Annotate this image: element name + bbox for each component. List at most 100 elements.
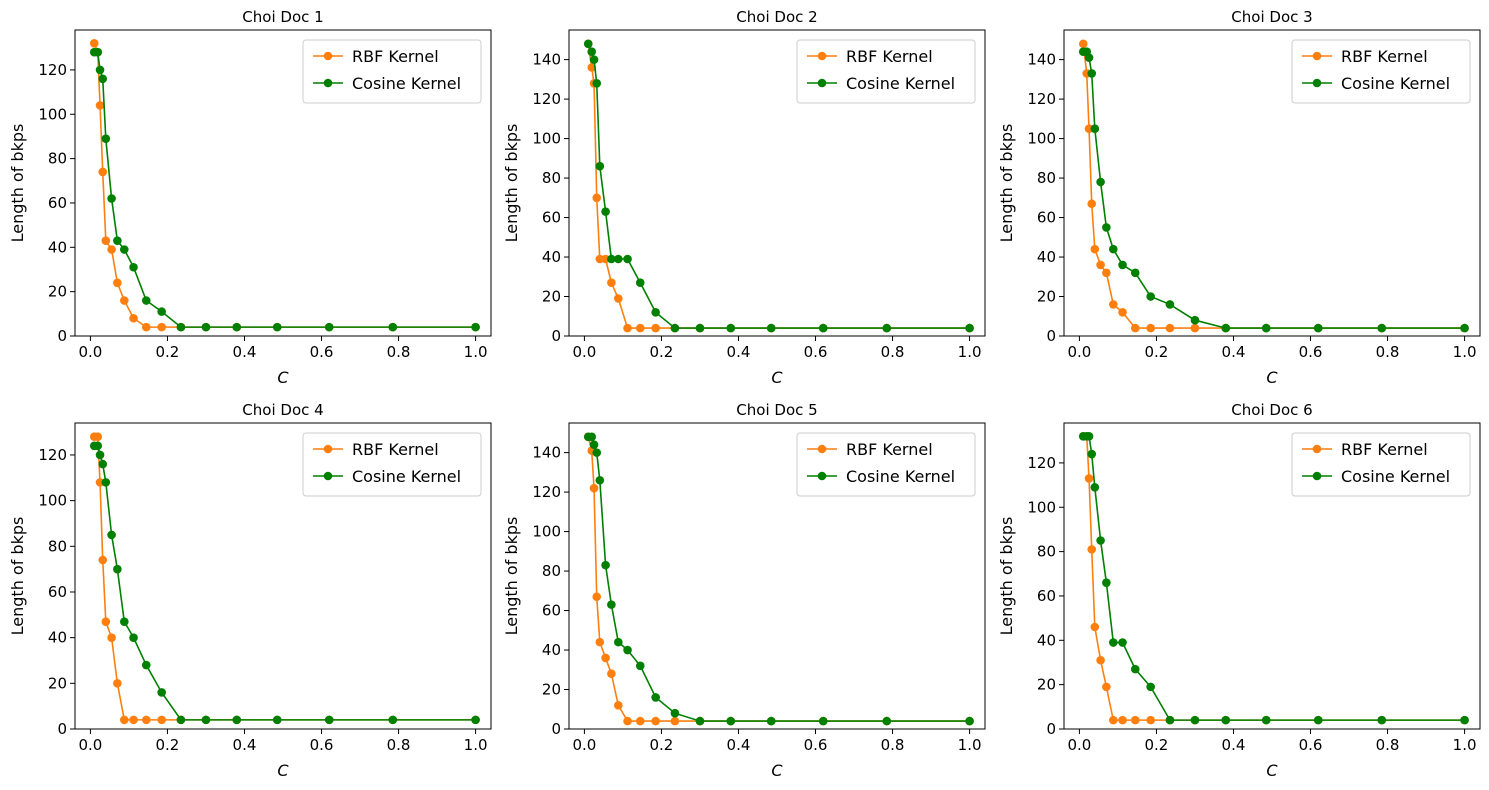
y-axis-label: Length of bkps (997, 124, 1016, 243)
data-point-cosine (635, 278, 645, 287)
x-axis-label: C (277, 761, 289, 780)
legend-marker (1312, 51, 1322, 61)
legend-marker (817, 78, 827, 88)
data-point-cosine (1221, 715, 1231, 725)
y-tick-label: 100 (38, 105, 67, 123)
legend-marker (817, 444, 827, 454)
legend: RBF Kernel Cosine Kernel (302, 432, 482, 497)
y-tick-label: 120 (38, 446, 67, 464)
chart-title: Choi Doc 5 (736, 401, 817, 419)
data-point-cosine (232, 715, 242, 725)
data-point-cosine (1109, 244, 1118, 254)
data-point-cosine (589, 440, 599, 450)
data-point-cosine (623, 254, 632, 264)
data-point-rbf (1130, 715, 1140, 725)
data-point-cosine (176, 322, 186, 332)
x-tick-label: 0.6 (804, 343, 828, 361)
data-point-cosine (1118, 638, 1127, 647)
legend-box (1291, 39, 1471, 104)
y-axis-label: Length of bkps (997, 517, 1016, 636)
data-point-rbf (120, 296, 129, 305)
x-tick-label: 0.4 (727, 736, 751, 754)
x-tick-label: 0.0 (78, 343, 102, 361)
data-point-cosine (113, 236, 122, 245)
data-point-cosine (471, 322, 480, 332)
data-point-rbf (1090, 244, 1100, 254)
legend-marker (817, 471, 827, 481)
y-tick-label: 80 (1037, 169, 1056, 187)
data-point-rbf (607, 278, 616, 287)
data-point-rbf (670, 716, 680, 726)
data-point-cosine (324, 715, 334, 725)
data-point-cosine (1084, 432, 1094, 441)
data-point-rbf (1087, 199, 1097, 209)
y-tick-label: 40 (542, 641, 561, 659)
axes-frame (74, 29, 492, 337)
y-tick-label: 20 (1037, 288, 1056, 306)
data-point-rbf (113, 278, 122, 288)
y-axis-label: Length of bkps (502, 124, 521, 243)
data-point-cosine (614, 637, 623, 647)
x-axis-label: C (1266, 368, 1278, 387)
legend-box (796, 432, 976, 497)
data-point-rbf (587, 63, 597, 72)
data-point-cosine (101, 134, 111, 143)
data-point-cosine (882, 323, 892, 333)
data-point-cosine (1377, 715, 1387, 725)
subplot-1: Choi Doc 1 0 20 40 60 80 100 120 0.0 0.2 0.4 0.6 0.8… (8, 8, 492, 387)
data-point-rbf (107, 633, 116, 642)
data-point-rbf (93, 432, 103, 442)
data-point-rbf (157, 322, 166, 332)
data-point-rbf (1087, 545, 1097, 554)
y-tick-label: 20 (48, 674, 67, 692)
legend-entry-label: Cosine Kernel (846, 467, 955, 486)
y-tick-label: 80 (48, 537, 67, 555)
data-point-cosine (1087, 449, 1097, 459)
data-point-cosine (601, 207, 610, 216)
x-tick-label: 0.2 (156, 343, 180, 361)
plot-area (1078, 432, 1469, 725)
x-tick-label: 0.6 (310, 343, 334, 361)
data-point-cosine (141, 296, 151, 305)
x-tick-label: 0.6 (1299, 736, 1323, 754)
x-tick-label: 0.0 (572, 736, 596, 754)
x-tick-label: 0.8 (1376, 736, 1400, 754)
data-point-cosine (965, 323, 974, 333)
data-point-cosine (614, 254, 623, 264)
data-point-cosine (766, 716, 776, 726)
data-point-cosine (670, 708, 680, 718)
y-tick-label: 40 (542, 248, 561, 266)
y-tick-label: 80 (1037, 543, 1056, 561)
x-tick-label: 0.0 (1067, 736, 1091, 754)
data-point-cosine (1102, 578, 1111, 587)
data-point-rbf (1146, 715, 1155, 725)
x-tick-label: 1.0 (1453, 736, 1477, 754)
data-point-cosine (818, 716, 828, 726)
legend-marker (323, 51, 333, 61)
legend: RBF Kernel Cosine Kernel (1291, 39, 1471, 104)
x-tick-label: 0.2 (650, 343, 674, 361)
data-point-rbf (1118, 715, 1127, 725)
legend-entry-label: RBF Kernel (846, 47, 933, 66)
data-point-rbf (1102, 268, 1111, 278)
y-tick-label: 100 (1027, 130, 1056, 148)
data-point-cosine (601, 560, 610, 570)
subplot-4: Choi Doc 4 0 20 40 60 80 100 120 0.0 0.2 0.4 0.6 0.8… (8, 401, 492, 780)
legend-marker (817, 51, 827, 61)
x-tick-label: 0.2 (1145, 736, 1169, 754)
data-point-cosine (95, 450, 105, 460)
y-tick-label: 40 (48, 238, 67, 256)
data-point-cosine (98, 74, 108, 84)
axes-frame (1063, 422, 1481, 730)
x-tick-label: 1.0 (1453, 343, 1477, 361)
legend-marker (1312, 444, 1322, 454)
x-tick-label: 0.2 (1145, 343, 1169, 361)
x-tick-label: 0.6 (804, 736, 828, 754)
y-tick-label: 120 (1027, 90, 1056, 108)
data-point-cosine (726, 323, 736, 333)
y-tick-label: 60 (542, 602, 561, 620)
data-point-rbf (1130, 323, 1140, 333)
y-tick-label: 40 (1037, 631, 1056, 649)
data-point-cosine (272, 322, 282, 332)
y-tick-label: 40 (48, 629, 67, 647)
